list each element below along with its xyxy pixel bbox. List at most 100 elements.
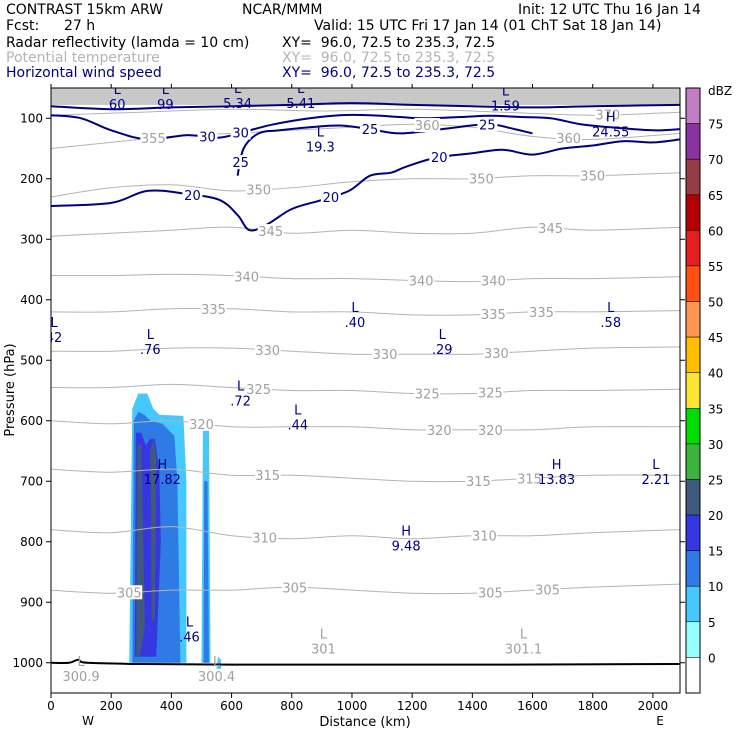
wind-extremum-marker: L — [50, 316, 58, 331]
theta-label-bg — [426, 422, 453, 437]
x-tick-label: 800 — [280, 699, 303, 713]
theta-label: 360 — [556, 132, 581, 147]
wind-extremum-marker: L — [439, 328, 447, 343]
wind-extremum-marker: L — [294, 404, 302, 419]
x-tick-label: 600 — [220, 699, 243, 713]
theta-label: 340 — [481, 275, 506, 290]
wind-extremum-value: 5.34 — [223, 97, 252, 112]
theta-label-bg — [468, 171, 495, 186]
theta-contour-345 — [51, 226, 680, 237]
wind-label: 20 — [184, 189, 201, 204]
reflectivity-cell-4 — [150, 438, 157, 621]
colorbar-swatch — [685, 657, 701, 694]
org-label: NCAR/MMM — [242, 2, 323, 18]
wind-extremum-value: 99 — [157, 98, 174, 113]
wind-extremum-value: .44 — [287, 419, 308, 434]
theta-label: 305 — [117, 586, 142, 601]
theta-label-bg — [483, 345, 510, 360]
theta-label: 315 — [517, 472, 542, 487]
y-tick-label: 800 — [20, 535, 43, 549]
theta-label: 305 — [535, 583, 560, 598]
theta-label-bg — [516, 471, 543, 486]
upper-theta-band — [51, 88, 680, 105]
theta-extremum-value: 300.9 — [62, 670, 99, 685]
y-tick-label: 100 — [20, 111, 43, 125]
wind-extremum-marker: L — [607, 301, 615, 316]
theta-label: 325 — [478, 387, 503, 402]
colorbar-swatch — [685, 265, 701, 302]
theta-label-bg — [555, 131, 582, 146]
wind-extremum-value: 19.3 — [306, 140, 335, 155]
wind-extremum-marker: L — [186, 615, 194, 630]
wind-label: 30 — [232, 127, 249, 142]
field-xy-2: XY= 96.0, 72.5 to 235.3, 72.5 — [282, 65, 496, 81]
wind-contour-20 — [51, 138, 680, 232]
wind-label-bg — [320, 189, 341, 204]
reflectivity-cell-3 — [136, 444, 145, 657]
y-tick-label: 200 — [20, 172, 43, 186]
fcst-value: 27 h — [64, 18, 96, 34]
theta-label-bg — [251, 530, 278, 545]
wind-extremum-marker: L — [147, 328, 155, 343]
wind-label-bg — [477, 117, 498, 132]
y-tick-label: 900 — [20, 595, 43, 609]
theta-label: 335 — [481, 308, 506, 323]
wind-extremum-value: 2.21 — [641, 473, 670, 488]
reflectivity-cell-6 — [203, 481, 209, 663]
colorbar: 0 5 10 15 20 25 30 35 40 45 50 55 60 65 70 75 dBZ — [685, 84, 732, 694]
colorbar-swatch — [685, 372, 701, 409]
wind-label-bg — [230, 125, 251, 140]
theta-label-bg — [140, 131, 167, 146]
theta-label-bg — [254, 342, 281, 357]
colorbar-label: 45 — [708, 331, 723, 345]
theta-contour-325 — [51, 383, 680, 395]
colorbar-swatch — [685, 87, 701, 124]
theta-label: 315 — [466, 475, 491, 490]
colorbar-swatch — [685, 301, 701, 338]
y-tick-label: 1000 — [12, 656, 43, 670]
colorbar-swatch — [685, 408, 701, 445]
colorbar-swatch — [685, 443, 701, 480]
colorbar-label: 0 — [708, 651, 716, 665]
theta-contour-330 — [51, 346, 680, 355]
x-tick-label: 2000 — [638, 699, 669, 713]
theta-label: 340 — [234, 270, 259, 285]
wind-extremum-marker: H — [552, 458, 562, 473]
wind-label: 25 — [232, 156, 249, 171]
wind-label: 30 — [199, 131, 216, 146]
wind-extremum-marker: L — [652, 458, 660, 473]
wind-extremum-value: 1.59 — [491, 99, 520, 114]
y-tick-label: 500 — [20, 353, 43, 367]
field-name-2: Horizontal wind speed — [6, 65, 162, 81]
theta-label-bg — [579, 168, 606, 183]
theta-label: 325 — [246, 383, 271, 398]
colorbar-label: 60 — [708, 224, 723, 238]
wind-label-bg — [197, 129, 218, 144]
theta-label: 350 — [246, 183, 271, 198]
colorbar-unit: dBZ — [708, 84, 732, 98]
init-time: Init: 12 UTC Thu 16 Jan 14 — [518, 2, 701, 18]
theta-label: 340 — [409, 275, 434, 290]
wind-label: 20 — [431, 151, 448, 166]
wind-extremum-value: 13.83 — [538, 473, 575, 488]
colorbar-swatch — [685, 123, 701, 160]
y-tick-label: 400 — [20, 293, 43, 307]
colorbar-swatch — [685, 585, 701, 623]
colorbar-label: 55 — [708, 260, 723, 274]
colorbar-swatch — [685, 479, 701, 516]
wind-label-bg — [182, 187, 203, 202]
wind-extremum-value: .76 — [140, 343, 161, 358]
theta-label: 335 — [201, 303, 226, 318]
colorbar-swatch — [685, 514, 701, 551]
reflectivity-cell-7 — [216, 656, 221, 669]
wind-extremum-value: 42 — [46, 331, 63, 346]
theta-label-bg — [534, 582, 561, 597]
theta-label: 335 — [529, 306, 554, 321]
theta-contour-335 — [51, 307, 680, 316]
theta-label-bg — [477, 585, 504, 600]
theta-label-bg — [414, 386, 441, 401]
colorbar-label: 25 — [708, 473, 723, 487]
theta-contour-320 — [51, 420, 680, 431]
colorbar-label: 50 — [708, 296, 723, 310]
